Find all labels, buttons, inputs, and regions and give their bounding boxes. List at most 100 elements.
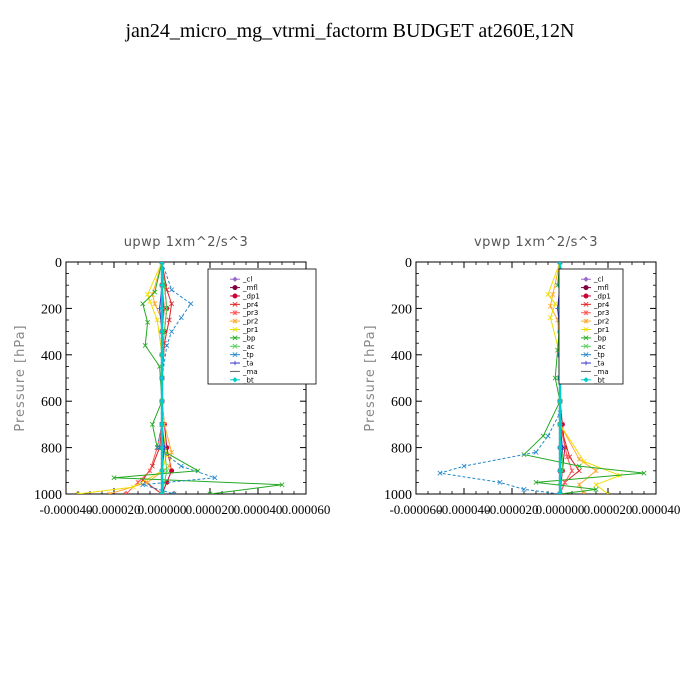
- data-point-bt: [159, 398, 165, 404]
- series-line-tp: [439, 262, 576, 494]
- page-title: jan24_micro_mg_vtrmi_factorm BUDGET at26…: [125, 20, 575, 42]
- legend-label-pr3: _pr3: [242, 309, 258, 317]
- legend-label-pr1: _pr1: [593, 326, 609, 334]
- data-point-pr2: [106, 491, 112, 494]
- x-tick-label: -0.000060: [389, 502, 442, 517]
- y-tick-label: 1000: [34, 488, 62, 503]
- legend-marker-pr3: [232, 310, 238, 316]
- legend-marker-pr3: [583, 310, 589, 316]
- legend: _cl_mfl_dp1_pr4_pr3_pr2_pr1_bp_ac_tp_ta_…: [207, 268, 317, 385]
- legend-marker-pr4: [232, 301, 238, 307]
- legend-marker-ac: [232, 343, 238, 349]
- y-axis-label: Pressure [hPa]: [13, 324, 28, 431]
- legend-label-mfl: _mfl: [242, 284, 258, 292]
- data-point-bp: [207, 491, 213, 494]
- data-point-tp: [533, 449, 539, 455]
- legend-marker-pr2: [232, 318, 238, 324]
- legend-label-bp: _bp: [242, 334, 256, 342]
- data-point-tp: [164, 343, 170, 349]
- legend-label-ac: _ac: [593, 343, 606, 351]
- data-point-dp1: [169, 468, 175, 474]
- data-point-bt: [159, 375, 165, 381]
- data-point-pr1: [147, 298, 153, 304]
- data-point-tp: [169, 287, 175, 293]
- data-point-bp: [145, 319, 151, 325]
- y-tick-label: 0: [405, 256, 412, 271]
- data-point-tp: [159, 262, 165, 265]
- data-point-pr1: [545, 291, 551, 297]
- legend-box: [558, 268, 624, 385]
- data-point-pr1: [154, 317, 160, 323]
- x-tick-label: -0.000020: [87, 502, 140, 517]
- legend-marker-dp1: [583, 293, 589, 299]
- x-tick-label: -0.000040: [437, 502, 490, 517]
- legend-label-pr1: _pr1: [242, 326, 258, 334]
- legend-label-cl: _cl: [593, 276, 603, 284]
- legend-label-pr3: _pr3: [593, 309, 609, 317]
- data-point-pr3: [564, 454, 570, 460]
- series-group: [75, 262, 285, 494]
- data-point-bp: [195, 468, 201, 474]
- data-point-bt: [159, 305, 165, 312]
- data-point-pr2: [576, 456, 582, 462]
- legend-label-mfl: _mfl: [593, 284, 609, 292]
- y-tick-label: 800: [391, 442, 412, 457]
- x-tick-label: 0.000000: [138, 502, 187, 517]
- data-point-pr3: [569, 468, 575, 474]
- data-point-bt: [159, 328, 165, 335]
- x-tick-label: 0.000040: [632, 502, 681, 517]
- data-point-pr1: [75, 491, 81, 494]
- data-point-bt: [159, 491, 165, 494]
- series-line-pr3: [125, 262, 165, 494]
- legend-label-ma: _ma: [242, 368, 258, 376]
- chart-panel-1: upwp 1xm^2/s^3 Pressure [hPa] 0 200 400 600 80…: [13, 235, 330, 517]
- x-tick-label: 0.000040: [234, 502, 283, 517]
- data-point-pr1: [593, 482, 599, 488]
- chart-panel-2: vpwp 1xm^2/s^3 Pressure [hPa] 0 200 400 600 80…: [363, 235, 680, 517]
- legend-label-dp1: _dp1: [242, 292, 260, 300]
- data-point-bt: [159, 444, 165, 451]
- y-axis-label: Pressure [hPa]: [363, 324, 378, 431]
- data-point-ac: [164, 305, 170, 311]
- legend-marker-dp1: [232, 293, 238, 299]
- data-point-pr4: [169, 301, 175, 307]
- legend-marker-bp: [232, 335, 238, 341]
- data-point-bt: [159, 468, 165, 474]
- x-tick-label: 0.000020: [584, 502, 633, 517]
- data-point-bp: [552, 375, 558, 381]
- data-point-bp: [152, 289, 158, 295]
- data-point-bt: [159, 262, 165, 265]
- data-point-tp: [178, 315, 184, 321]
- data-point-pr3: [123, 491, 129, 494]
- y-tick-label: 200: [41, 302, 62, 317]
- legend-marker-cl: [583, 276, 589, 282]
- legend-box: [207, 268, 317, 385]
- legend-marker-ta: [583, 360, 589, 366]
- data-point-bt: [557, 262, 563, 265]
- data-point-bt: [557, 468, 563, 474]
- x-tick-label: -0.000040: [39, 502, 92, 517]
- y-tick-label: 600: [391, 395, 412, 410]
- x-tick-label: 0.000060: [282, 502, 331, 517]
- legend-marker-bp: [583, 335, 589, 341]
- legend-marker-tp: [232, 352, 238, 358]
- legend-label-cl: _cl: [242, 276, 252, 284]
- data-point-bp: [576, 463, 582, 469]
- legend-marker-mfl: [232, 285, 238, 291]
- legend-label-ma: _ma: [593, 368, 609, 376]
- data-point-bt: [557, 491, 563, 494]
- data-point-pr1: [552, 301, 558, 307]
- data-point-tp: [178, 463, 184, 469]
- legend-label-dp1: _dp1: [593, 292, 611, 300]
- x-tick-label: 0.000020: [186, 502, 235, 517]
- data-point-tp: [461, 463, 467, 469]
- data-point-bp: [540, 433, 546, 439]
- legend-marker-tp: [583, 352, 589, 358]
- data-point-tp: [557, 262, 563, 265]
- legend-marker-bt: [232, 377, 238, 383]
- legend-label-tp: _tp: [593, 351, 605, 359]
- legend-label-bp: _bp: [593, 334, 607, 342]
- data-point-bp: [142, 343, 148, 349]
- y-tick-label: 0: [55, 256, 62, 271]
